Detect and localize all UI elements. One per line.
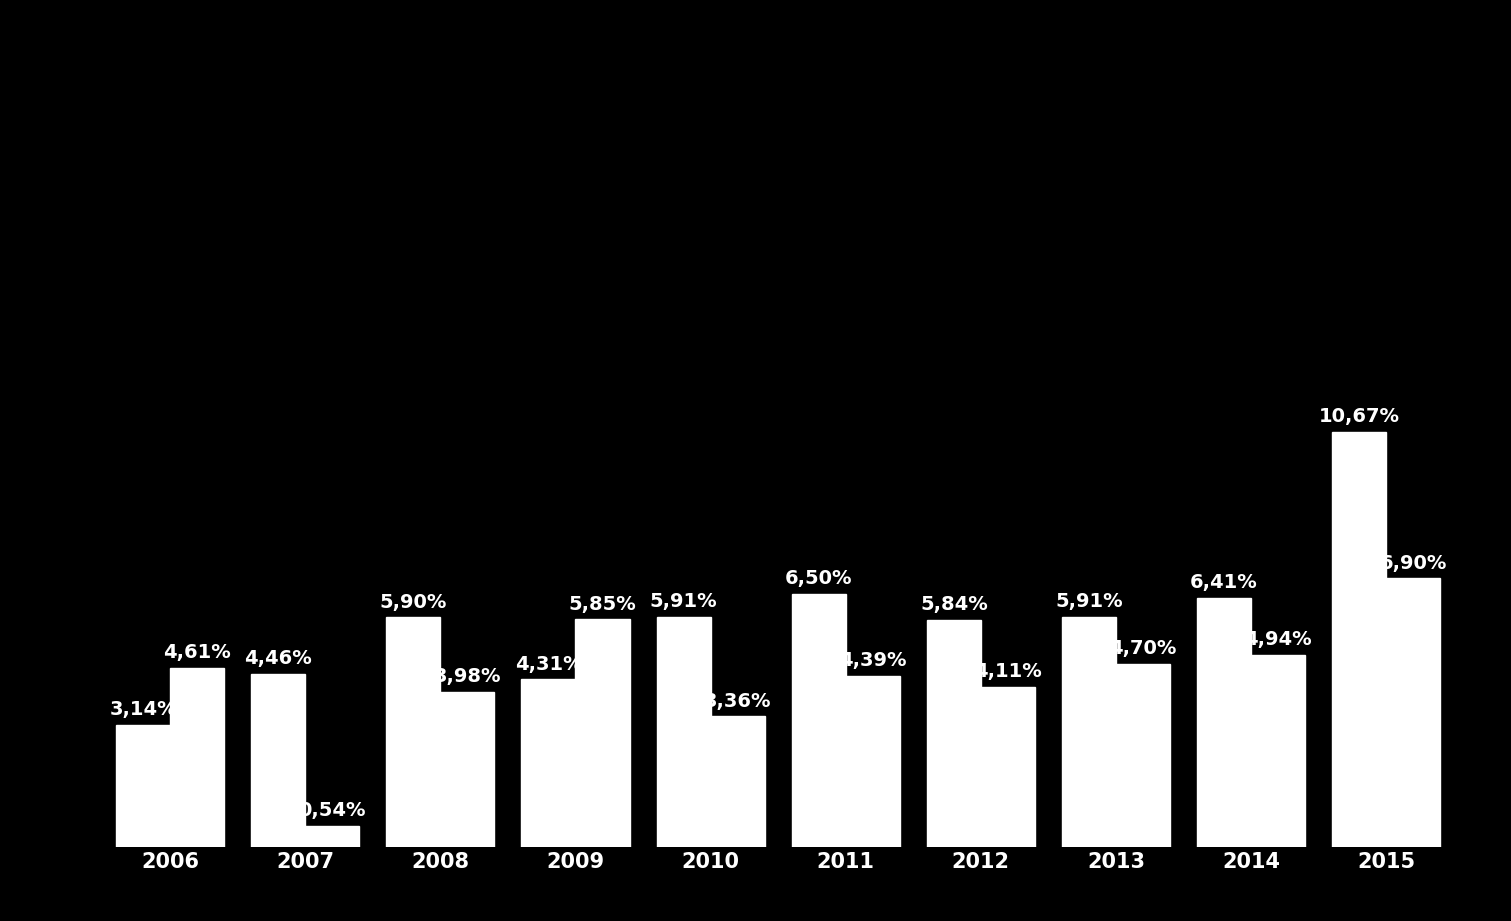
Text: 4,46%: 4,46% — [245, 648, 313, 668]
Text: 4,94%: 4,94% — [1244, 630, 1312, 649]
Bar — [1333, 432, 1386, 847]
Bar — [981, 687, 1035, 847]
Text: 5,91%: 5,91% — [1055, 592, 1123, 612]
Bar — [576, 619, 630, 847]
Text: 3,98%: 3,98% — [434, 668, 502, 686]
Bar — [387, 617, 440, 847]
Bar — [1386, 578, 1440, 847]
Bar — [1197, 598, 1251, 847]
Bar — [521, 680, 576, 847]
Bar — [1062, 617, 1117, 847]
Bar — [171, 668, 224, 847]
Bar — [710, 717, 765, 847]
Text: 4,39%: 4,39% — [839, 651, 907, 670]
Bar — [792, 594, 846, 847]
Text: 5,90%: 5,90% — [379, 592, 447, 612]
Bar — [251, 673, 305, 847]
Text: 5,84%: 5,84% — [920, 595, 988, 614]
Text: 0,54%: 0,54% — [299, 801, 366, 821]
Text: 10,67%: 10,67% — [1319, 407, 1399, 426]
Bar — [846, 676, 899, 847]
Bar — [926, 620, 981, 847]
Bar — [440, 693, 494, 847]
Text: 5,91%: 5,91% — [650, 592, 718, 612]
Bar — [1117, 664, 1170, 847]
Bar — [116, 725, 171, 847]
Text: 4,70%: 4,70% — [1109, 639, 1177, 659]
Text: 4,61%: 4,61% — [163, 643, 231, 662]
Text: 6,41%: 6,41% — [1191, 573, 1259, 591]
Text: 5,85%: 5,85% — [568, 595, 636, 613]
Bar — [1251, 655, 1306, 847]
Text: 4,11%: 4,11% — [975, 662, 1041, 682]
Bar — [657, 617, 710, 847]
Bar — [305, 826, 360, 847]
Text: 3,36%: 3,36% — [704, 692, 772, 711]
Text: 3,14%: 3,14% — [109, 700, 177, 719]
Text: 6,50%: 6,50% — [784, 569, 852, 589]
Text: 4,31%: 4,31% — [515, 655, 582, 673]
Text: 6,90%: 6,90% — [1380, 554, 1448, 573]
